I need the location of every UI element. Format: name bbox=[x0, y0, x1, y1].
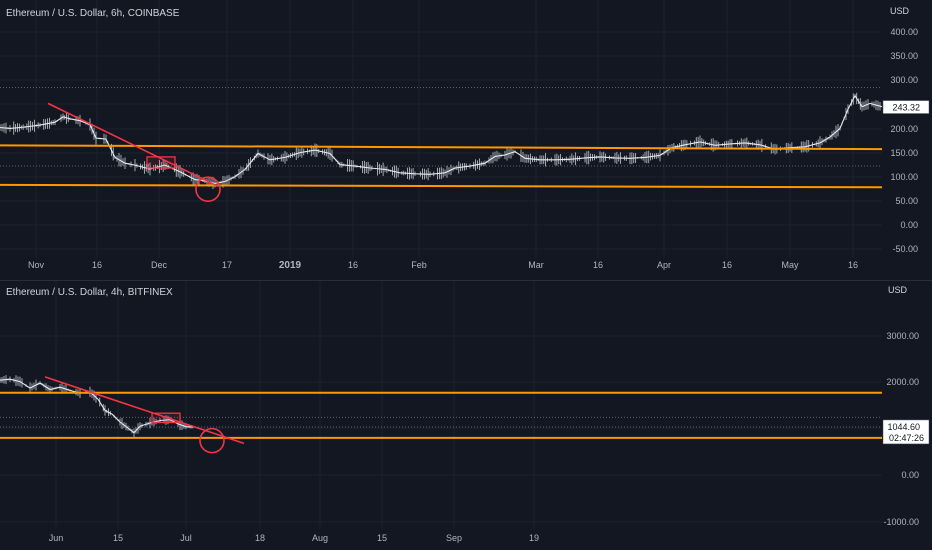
time-axis-tick-label: Feb bbox=[411, 260, 427, 270]
chart-pane-6h[interactable]: Ethereum / U.S. Dollar, 6h, COINBASE USD… bbox=[0, 0, 932, 280]
last-price-tag-bg bbox=[882, 100, 930, 114]
currency-label: USD bbox=[890, 6, 910, 16]
time-axis-tick-label: Dec bbox=[151, 260, 168, 270]
time-axis-tick-label: Jun bbox=[49, 533, 64, 543]
price-axis-tick-label: 50.00 bbox=[895, 196, 918, 206]
chart-canvas-4h[interactable]: Ethereum / U.S. Dollar, 4h, BITFINEX USD… bbox=[0, 281, 932, 550]
time-axis-tick-label: 16 bbox=[348, 260, 358, 270]
price-series bbox=[0, 92, 883, 190]
chart-title: Ethereum / U.S. Dollar, 4h, BITFINEX bbox=[6, 287, 173, 298]
last-price-tag-bg bbox=[882, 419, 930, 445]
time-axis-tick-label: 2019 bbox=[279, 260, 302, 271]
price-axis-tick-label: 0.00 bbox=[900, 220, 918, 230]
horizontal-level-line[interactable] bbox=[0, 183, 883, 189]
rectangle-drawing[interactable] bbox=[146, 156, 176, 169]
price-axis-tick-label: 3000.00 bbox=[886, 331, 919, 341]
chart-pane-4h[interactable]: Ethereum / U.S. Dollar, 4h, BITFINEX USD… bbox=[0, 281, 932, 550]
time-axis-tick-label: Mar bbox=[528, 260, 544, 270]
time-axis-tick-label: Nov bbox=[28, 260, 45, 270]
price-axis[interactable]: 400.00350.00300.00250.00200.00150.00100.… bbox=[890, 27, 918, 254]
bar-countdown: 02:47:26 bbox=[889, 433, 924, 443]
time-axis[interactable]: Nov 16 Dec 17 2019 16 Feb Mar 16 Apr 16 May 16 bbox=[28, 260, 858, 271]
price-axis-tick-label: 200.00 bbox=[890, 124, 918, 134]
circle-drawing[interactable] bbox=[195, 176, 221, 203]
trend-line[interactable] bbox=[44, 376, 245, 445]
time-axis-tick-label: Aug bbox=[312, 533, 328, 543]
time-axis-tick-label: 16 bbox=[92, 260, 102, 270]
price-line bbox=[0, 94, 883, 184]
gridlines bbox=[0, 281, 882, 529]
time-axis-tick-label: Apr bbox=[657, 260, 671, 270]
time-axis-tick-label: 16 bbox=[593, 260, 603, 270]
horizontal-level-line[interactable] bbox=[0, 144, 883, 151]
time-axis-tick-label: 15 bbox=[113, 533, 123, 543]
gridlines bbox=[0, 0, 882, 258]
last-price-value: 243.32 bbox=[892, 103, 920, 113]
price-series bbox=[0, 375, 195, 438]
rectangle-drawing[interactable] bbox=[151, 412, 181, 424]
time-axis-tick-label: 19 bbox=[529, 533, 539, 543]
time-axis-tick-label: 17 bbox=[222, 260, 232, 270]
price-axis-tick-label: 0.00 bbox=[901, 470, 919, 480]
price-axis-tick-label: 350.00 bbox=[890, 51, 918, 61]
chart-canvas-6h[interactable]: Ethereum / U.S. Dollar, 6h, COINBASE USD… bbox=[0, 0, 932, 280]
time-axis[interactable]: Jun 15 Jul 18 Aug 15 Sep 19 bbox=[49, 533, 539, 543]
pane-divider[interactable] bbox=[0, 280, 932, 281]
price-axis-tick-label: 300.00 bbox=[890, 75, 918, 85]
circle-drawing[interactable] bbox=[199, 427, 225, 454]
price-axis-tick-label: 400.00 bbox=[890, 27, 918, 37]
currency-label: USD bbox=[888, 285, 908, 295]
price-axis-tick-label: -50.00 bbox=[892, 244, 918, 254]
chart-title: Ethereum / U.S. Dollar, 6h, COINBASE bbox=[6, 8, 180, 19]
time-axis-tick-label: Jul bbox=[180, 533, 192, 543]
price-axis-tick-label: 150.00 bbox=[890, 148, 918, 158]
price-axis-tick-label: 2000.00 bbox=[886, 377, 919, 387]
last-price-value: 1044.60 bbox=[887, 422, 920, 432]
time-axis-tick-label: May bbox=[781, 260, 799, 270]
trend-line[interactable] bbox=[47, 102, 219, 188]
time-axis-tick-label: 15 bbox=[377, 533, 387, 543]
price-axis-tick-label: -1000.00 bbox=[883, 517, 919, 527]
price-axis-tick-label: 100.00 bbox=[890, 172, 918, 182]
time-axis-tick-label: 16 bbox=[722, 260, 732, 270]
time-axis-tick-label: 16 bbox=[848, 260, 858, 270]
time-axis-tick-label: 18 bbox=[255, 533, 265, 543]
last-price-tag: 243.32 bbox=[882, 100, 930, 114]
price-line bbox=[0, 378, 195, 434]
time-axis-tick-label: Sep bbox=[446, 533, 462, 543]
